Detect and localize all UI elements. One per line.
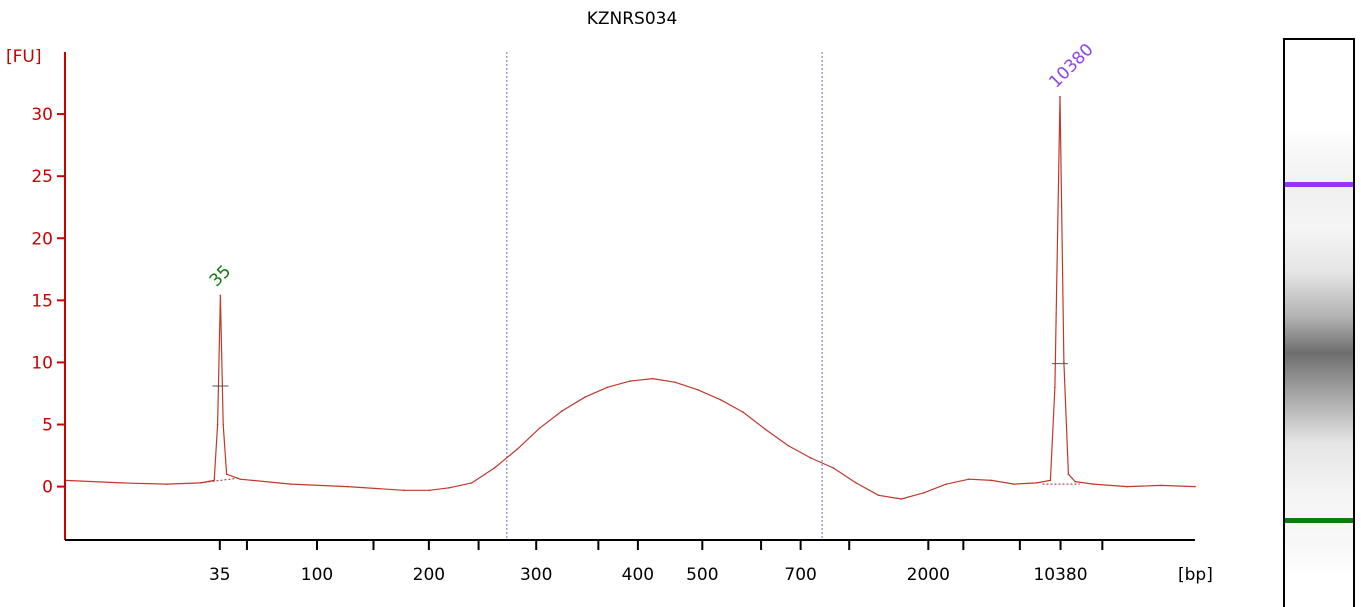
data-point-0-24 [674, 381, 676, 384]
x-tick-label-8: 400 [622, 565, 654, 585]
data-point-0-11 [346, 485, 349, 488]
data-point-0-15 [471, 482, 473, 484]
y-tick-label-3: 15 [31, 291, 53, 311]
x-tick-label-11: 700 [784, 565, 816, 585]
data-point-0-35 [923, 492, 925, 494]
peak-markers [212, 363, 1068, 387]
data-point-0-9 [239, 478, 241, 480]
data-point-0-4 [213, 479, 215, 482]
data-point-0-45 [1067, 473, 1070, 475]
trace-series [64, 95, 1196, 500]
data-point-0-21 [606, 386, 609, 389]
x-tick-label-2: 100 [301, 565, 333, 585]
data-point-0-25 [697, 388, 699, 391]
data-point-0-1 [120, 482, 123, 484]
data-point-0-16 [493, 467, 496, 469]
data-point-0-19 [561, 410, 563, 412]
data-point-0-34 [900, 498, 902, 500]
data-point-0-12 [403, 489, 405, 492]
data-point-0-22 [629, 380, 631, 382]
gel-band-lower-marker [1285, 517, 1353, 523]
x-tick-label-0: 35 [209, 565, 231, 585]
data-point-0-49 [1160, 484, 1162, 487]
x-axis: 35 100 200 300 400 500 700 2000 10380 [65, 539, 1195, 585]
x-tick-label-9: 500 [686, 565, 718, 585]
data-point-0-27 [742, 411, 744, 413]
y-tick-label-6: 30 [31, 105, 53, 125]
y-tick-label-1: 5 [42, 416, 53, 436]
data-point-0-48 [1126, 485, 1128, 488]
peak-label-1: 10380 [1045, 40, 1097, 92]
data-point-0-20 [584, 396, 586, 399]
baseline-0 [200, 477, 241, 484]
data-point-0-32 [855, 482, 857, 484]
region-markers [506, 52, 823, 540]
gel-smear [1285, 128, 1353, 578]
series-line-0 [64, 96, 1196, 500]
chart-title: KZNRS034 [587, 9, 678, 29]
peak-baselines [200, 477, 1080, 485]
data-point-0-38 [990, 479, 993, 482]
data-point-0-30 [810, 457, 812, 459]
y-tick-label-0: 0 [42, 478, 53, 498]
data-point-0-14 [448, 487, 451, 489]
x-tick-label-6: 300 [520, 565, 552, 585]
data-point-0-40 [1036, 482, 1038, 484]
x-tick-label-16: 10380 [1033, 565, 1087, 585]
peak-label-0: 35 [206, 261, 235, 290]
x-axis-label: [bp] [1178, 565, 1213, 585]
data-point-0-47 [1092, 483, 1095, 485]
data-point-0-29 [787, 444, 789, 447]
data-point-0-50 [1194, 485, 1196, 488]
x-tick-label-4: 200 [413, 565, 445, 585]
y-tick-label-2: 10 [31, 353, 53, 373]
data-point-0-36 [945, 483, 948, 485]
data-point-0-39 [1013, 483, 1015, 485]
data-point-0-43 [1059, 95, 1061, 98]
data-point-0-8 [225, 473, 228, 475]
data-point-0-13 [428, 489, 431, 492]
data-point-0-42 [1054, 386, 1056, 389]
y-axis: 0 5 10 15 20 25 30 [31, 52, 66, 540]
data-point-0-2 [165, 483, 168, 485]
gel-lane [1283, 38, 1355, 607]
data-point-0-28 [764, 428, 767, 431]
data-point-0-6 [219, 294, 222, 297]
x-tick-label-13: 2000 [907, 565, 950, 585]
peak-labels: 35 10380 [206, 40, 1098, 291]
y-axis-label: [FU] [6, 47, 42, 67]
data-point-0-5 [216, 423, 219, 426]
data-point-0-33 [877, 494, 880, 497]
data-point-0-46 [1074, 480, 1077, 483]
gel-band-upper-marker [1285, 182, 1353, 188]
data-point-0-17 [516, 448, 518, 451]
data-point-0-23 [651, 377, 654, 380]
data-point-0-44 [1063, 361, 1065, 364]
data-point-0-37 [968, 478, 970, 480]
data-point-0-7 [222, 423, 224, 426]
y-tick-label-4: 20 [31, 229, 53, 249]
data-point-0-3 [199, 482, 202, 484]
data-point-0-18 [538, 427, 541, 430]
data-point-0-41 [1049, 479, 1052, 482]
data-point-0-31 [832, 467, 835, 469]
data-point-0-26 [719, 398, 722, 401]
y-tick-label-5: 25 [31, 167, 53, 187]
data-point-0-10 [290, 483, 292, 485]
